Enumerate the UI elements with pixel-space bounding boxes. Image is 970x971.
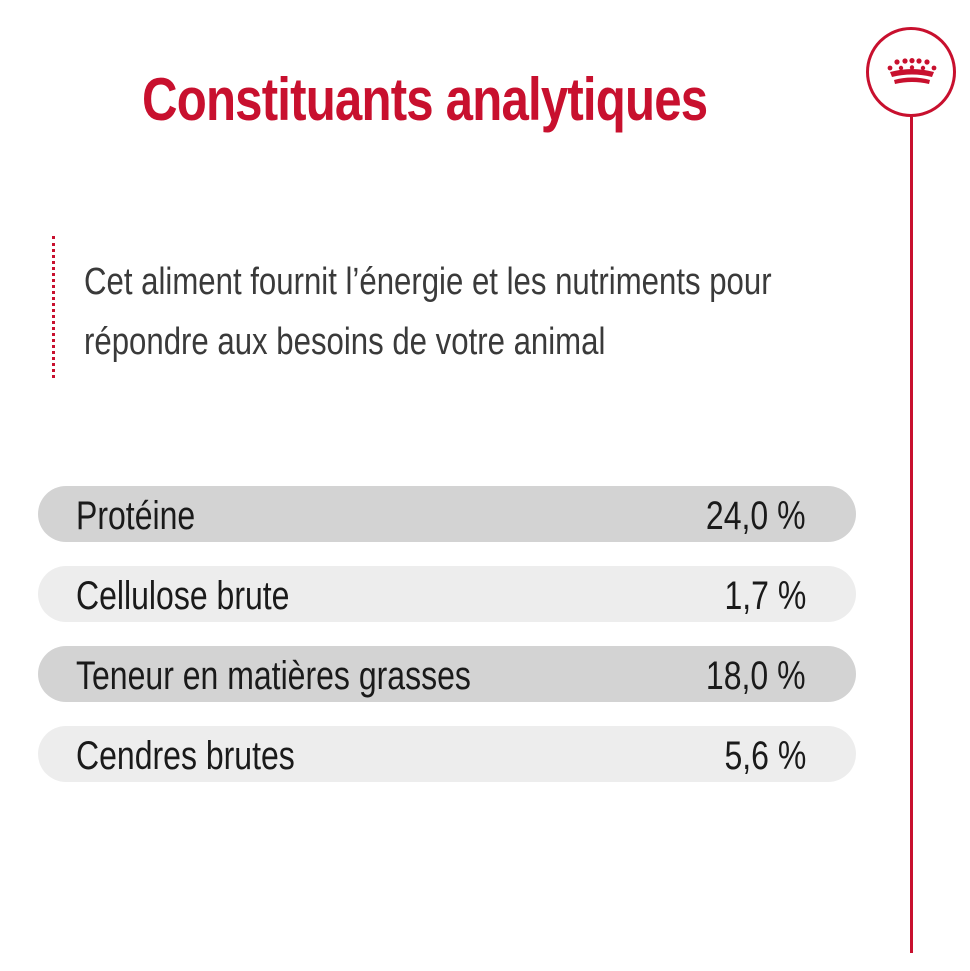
nutrient-label: Cendres brutes	[76, 734, 295, 778]
vertical-accent-line	[910, 117, 913, 953]
nutrient-value: 24,0 %	[706, 494, 806, 538]
nutrient-label: Cellulose brute	[76, 574, 290, 618]
nutrient-row-ash: Cendres brutes 5,6 %	[38, 726, 856, 782]
page-title: Constituants analytiques	[142, 66, 708, 133]
nutrient-row-fat: Teneur en matières grasses 18,0 %	[38, 646, 856, 702]
nutrient-list: Protéine 24,0 % Cellulose brute 1,7 % Te…	[38, 486, 856, 806]
nutrient-row-protein: Protéine 24,0 %	[38, 486, 856, 542]
crown-logo-icon	[887, 58, 937, 84]
nutrient-value: 18,0 %	[706, 654, 806, 698]
dotted-accent-bar	[52, 236, 55, 378]
intro-text: Cet aliment fournit l’énergie et les nut…	[84, 261, 772, 363]
brand-logo	[866, 27, 956, 117]
nutrient-row-fiber: Cellulose brute 1,7 %	[38, 566, 856, 622]
nutrient-value: 1,7 %	[724, 574, 806, 618]
nutrient-label: Protéine	[76, 494, 196, 538]
nutrient-label: Teneur en matières grasses	[76, 654, 471, 698]
nutrient-value: 5,6 %	[724, 734, 806, 778]
